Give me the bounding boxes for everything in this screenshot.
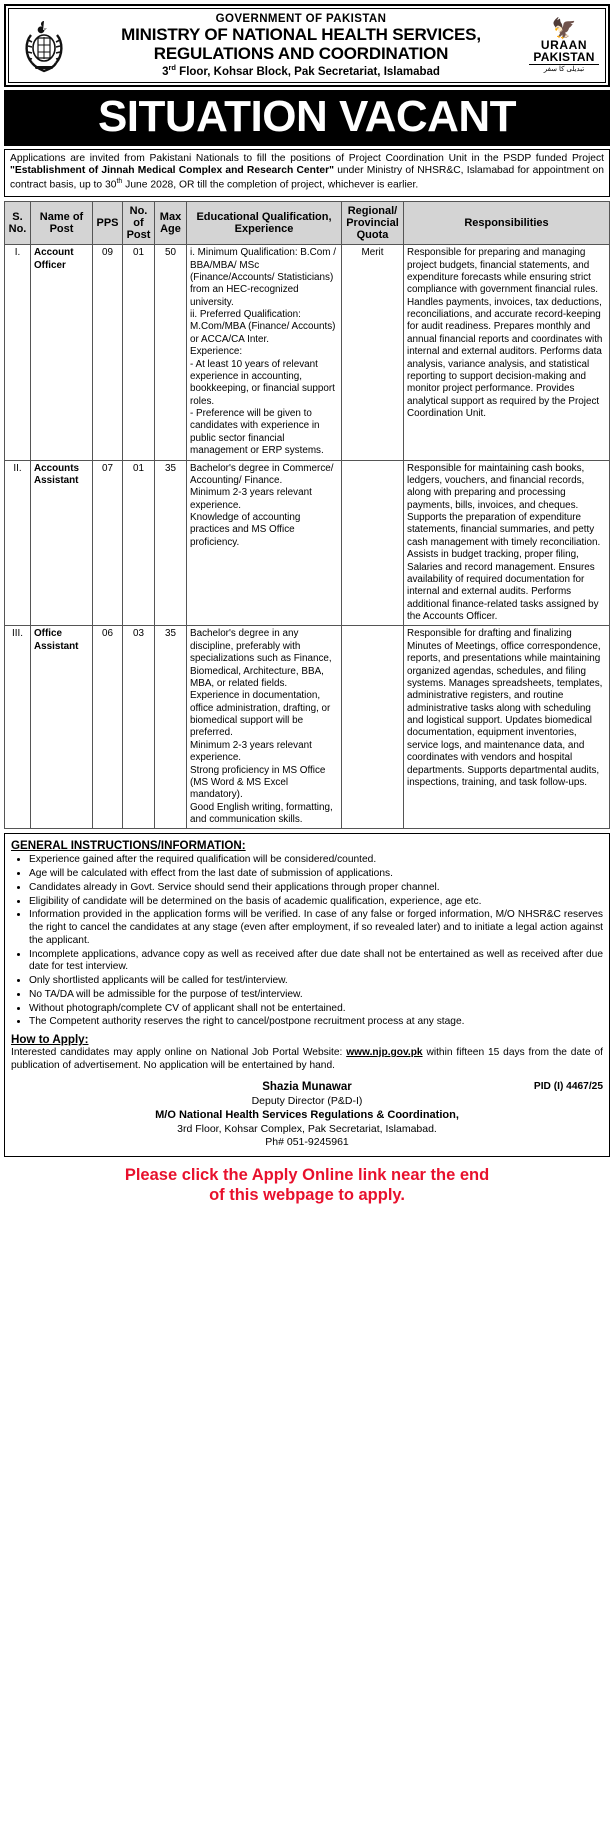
table-row: I. Account Officer 09 01 50 i. Minimum Q…: [4, 244, 610, 461]
cell-quota: [341, 459, 404, 627]
cell-post-name: Office Assistant: [30, 625, 93, 830]
ministry-line-1: MINISTRY OF NATIONAL HEALTH SERVICES,: [121, 25, 481, 45]
ministry-line-2: REGULATIONS AND COORDINATION: [153, 43, 449, 63]
how-to-apply-body: Interested candidates may apply online o…: [11, 1047, 603, 1073]
cell-sno: I.: [4, 244, 31, 461]
signatory-designation: Deputy Director (P&D-I): [251, 1094, 363, 1107]
apply-online-note-line1: Please click the Apply Online link near …: [124, 1165, 490, 1184]
cell-responsibilities: Responsible for preparing and managing p…: [403, 244, 610, 461]
general-instructions-list: Experience gained after the required qua…: [11, 854, 603, 1029]
signatory-address: 3rd Floor, Kohsar Complex, Pak Secretari…: [177, 1122, 437, 1135]
date-ordinal: th: [116, 177, 123, 185]
th-sno: S. No.: [4, 200, 31, 246]
address-prefix: 3: [162, 66, 169, 79]
ministry-address: 3rd Floor, Kohsar Block, Pak Secretariat…: [75, 64, 527, 78]
list-item: Information provided in the application …: [29, 909, 603, 947]
list-item: Incomplete applications, advance copy as…: [29, 949, 603, 975]
signatory-name: Shazia Munawar: [262, 1080, 352, 1093]
intro-paragraph: Applications are invited from Pakistani …: [4, 148, 610, 197]
cell-max-age: 35: [154, 459, 187, 627]
cell-pps: 07: [92, 459, 123, 627]
how-to-apply-text-after: within fifteen 15 days from the date of …: [11, 1047, 603, 1071]
intro-part-3: June 2028, OR till the completion of pro…: [122, 179, 419, 191]
apply-online-note: Please click the Apply Online link near …: [4, 1165, 610, 1206]
th-name-of-post: Name of Post: [30, 200, 93, 246]
cell-sno: III.: [4, 625, 31, 830]
government-line: GOVERNMENT OF PAKISTAN: [215, 13, 387, 25]
address-ordinal: rd: [168, 63, 176, 73]
list-item: Candidates already in Govt. Service shou…: [29, 882, 603, 895]
list-item: No TA/DA will be admissible for the purp…: [29, 989, 603, 1002]
table-row: II. Accounts Assistant 07 01 35 Bachelor…: [4, 459, 610, 627]
advertisement-page: GOVERNMENT OF PAKISTAN MINISTRY OF NATIO…: [0, 4, 614, 1206]
cell-quota: Merit: [341, 244, 404, 461]
uraan-logo-line1: URAAN: [540, 37, 588, 52]
general-instructions-title: GENERAL INSTRUCTIONS/INFORMATION:: [11, 839, 246, 853]
intro-part-2: under Ministry of NHSR&C, Islamabad for …: [10, 165, 604, 191]
cell-education: Bachelor's degree in any discipline, pre…: [186, 625, 342, 830]
cell-education: Bachelor's degree in Commerce/ Accountin…: [186, 459, 342, 627]
signature-block: PID (I) 4467/25 Shazia Munawar Deputy Di…: [11, 1080, 603, 1150]
cell-no-of-post: 01: [122, 459, 155, 627]
cell-quota: [341, 625, 404, 830]
uraan-logo-line2: PAKISTAN: [533, 49, 595, 64]
national-job-portal-link[interactable]: www.njp.gov.pk: [346, 1047, 423, 1059]
signatory-office: M/O National Health Services Regulations…: [155, 1109, 459, 1122]
th-no-of-post: No. of Post: [122, 200, 155, 246]
uraan-logo-urdu: تبدیلی کا سفر: [529, 63, 599, 73]
cell-no-of-post: 03: [122, 625, 155, 830]
situation-vacant-banner: SITUATION VACANT: [4, 90, 610, 146]
address-rest: Floor, Kohsar Block, Pak Secretariat, Is…: [175, 66, 440, 79]
th-regional-provincial-quota: Regional/ Provincial Quota: [341, 200, 404, 246]
bird-icon: 🦅: [551, 17, 577, 40]
list-item: Without photograph/complete CV of applic…: [29, 1003, 603, 1016]
jobs-table: S. No. Name of Post PPS No. of Post Max …: [4, 200, 610, 830]
cell-education: i. Minimum Qualification: B.Com / BBA/MB…: [186, 244, 342, 461]
cell-responsibilities: Responsible for drafting and finalizing …: [403, 625, 610, 830]
uraan-pakistan-logo: 🦅 URAAN PAKISTAN تبدیلی کا سفر: [529, 19, 599, 73]
cell-sno: II.: [4, 459, 31, 627]
table-header-row: S. No. Name of Post PPS No. of Post Max …: [4, 200, 610, 246]
list-item: Experience gained after the required qua…: [29, 854, 603, 867]
cell-post-name: Accounts Assistant: [30, 459, 93, 627]
pakistan-state-emblem-icon: [15, 18, 73, 74]
cell-max-age: 35: [154, 625, 187, 830]
cell-no-of-post: 01: [122, 244, 155, 461]
th-educational-qualification: Educational Qualification, Experience: [186, 200, 342, 246]
list-item: The Competent authority reserves the rig…: [29, 1016, 603, 1029]
cell-pps: 09: [92, 244, 123, 461]
jobs-table-wrapper: S. No. Name of Post PPS No. of Post Max …: [4, 200, 610, 830]
signatory-phone: Ph# 051-9245961: [265, 1136, 349, 1149]
cell-responsibilities: Responsible for maintaining cash books, …: [403, 459, 610, 627]
th-responsibilities: Responsibilities: [403, 200, 610, 246]
header-titles: GOVERNMENT OF PAKISTAN MINISTRY OF NATIO…: [73, 13, 529, 78]
header-inner: GOVERNMENT OF PAKISTAN MINISTRY OF NATIO…: [8, 8, 606, 84]
th-max-age: Max Age: [154, 200, 187, 246]
how-to-apply-text-before: Interested candidates may apply online o…: [11, 1047, 347, 1059]
header-frame: GOVERNMENT OF PAKISTAN MINISTRY OF NATIO…: [4, 4, 610, 88]
cell-max-age: 50: [154, 244, 187, 461]
list-item: Age will be calculated with effect from …: [29, 868, 603, 881]
pid-number: PID (I) 4467/25: [533, 1080, 603, 1092]
th-pps: PPS: [92, 200, 123, 246]
how-to-apply-title: How to Apply:: [11, 1033, 89, 1047]
cell-pps: 06: [92, 625, 123, 830]
jobs-table-body: I. Account Officer 09 01 50 i. Minimum Q…: [4, 244, 610, 830]
intro-part-1: Applications are invited from Pakistani …: [10, 152, 604, 164]
general-instructions-section: GENERAL INSTRUCTIONS/INFORMATION: Experi…: [4, 833, 610, 1157]
project-name: "Establishment of Jinnah Medical Complex…: [10, 165, 334, 177]
list-item: Eligibility of candidate will be determi…: [29, 896, 603, 909]
apply-online-note-line2: of this webpage to apply.: [209, 1186, 405, 1205]
cell-post-name: Account Officer: [30, 244, 93, 461]
table-row: III. Office Assistant 06 03 35 Bachelor'…: [4, 625, 610, 830]
list-item: Only shortlisted applicants will be call…: [29, 975, 603, 988]
